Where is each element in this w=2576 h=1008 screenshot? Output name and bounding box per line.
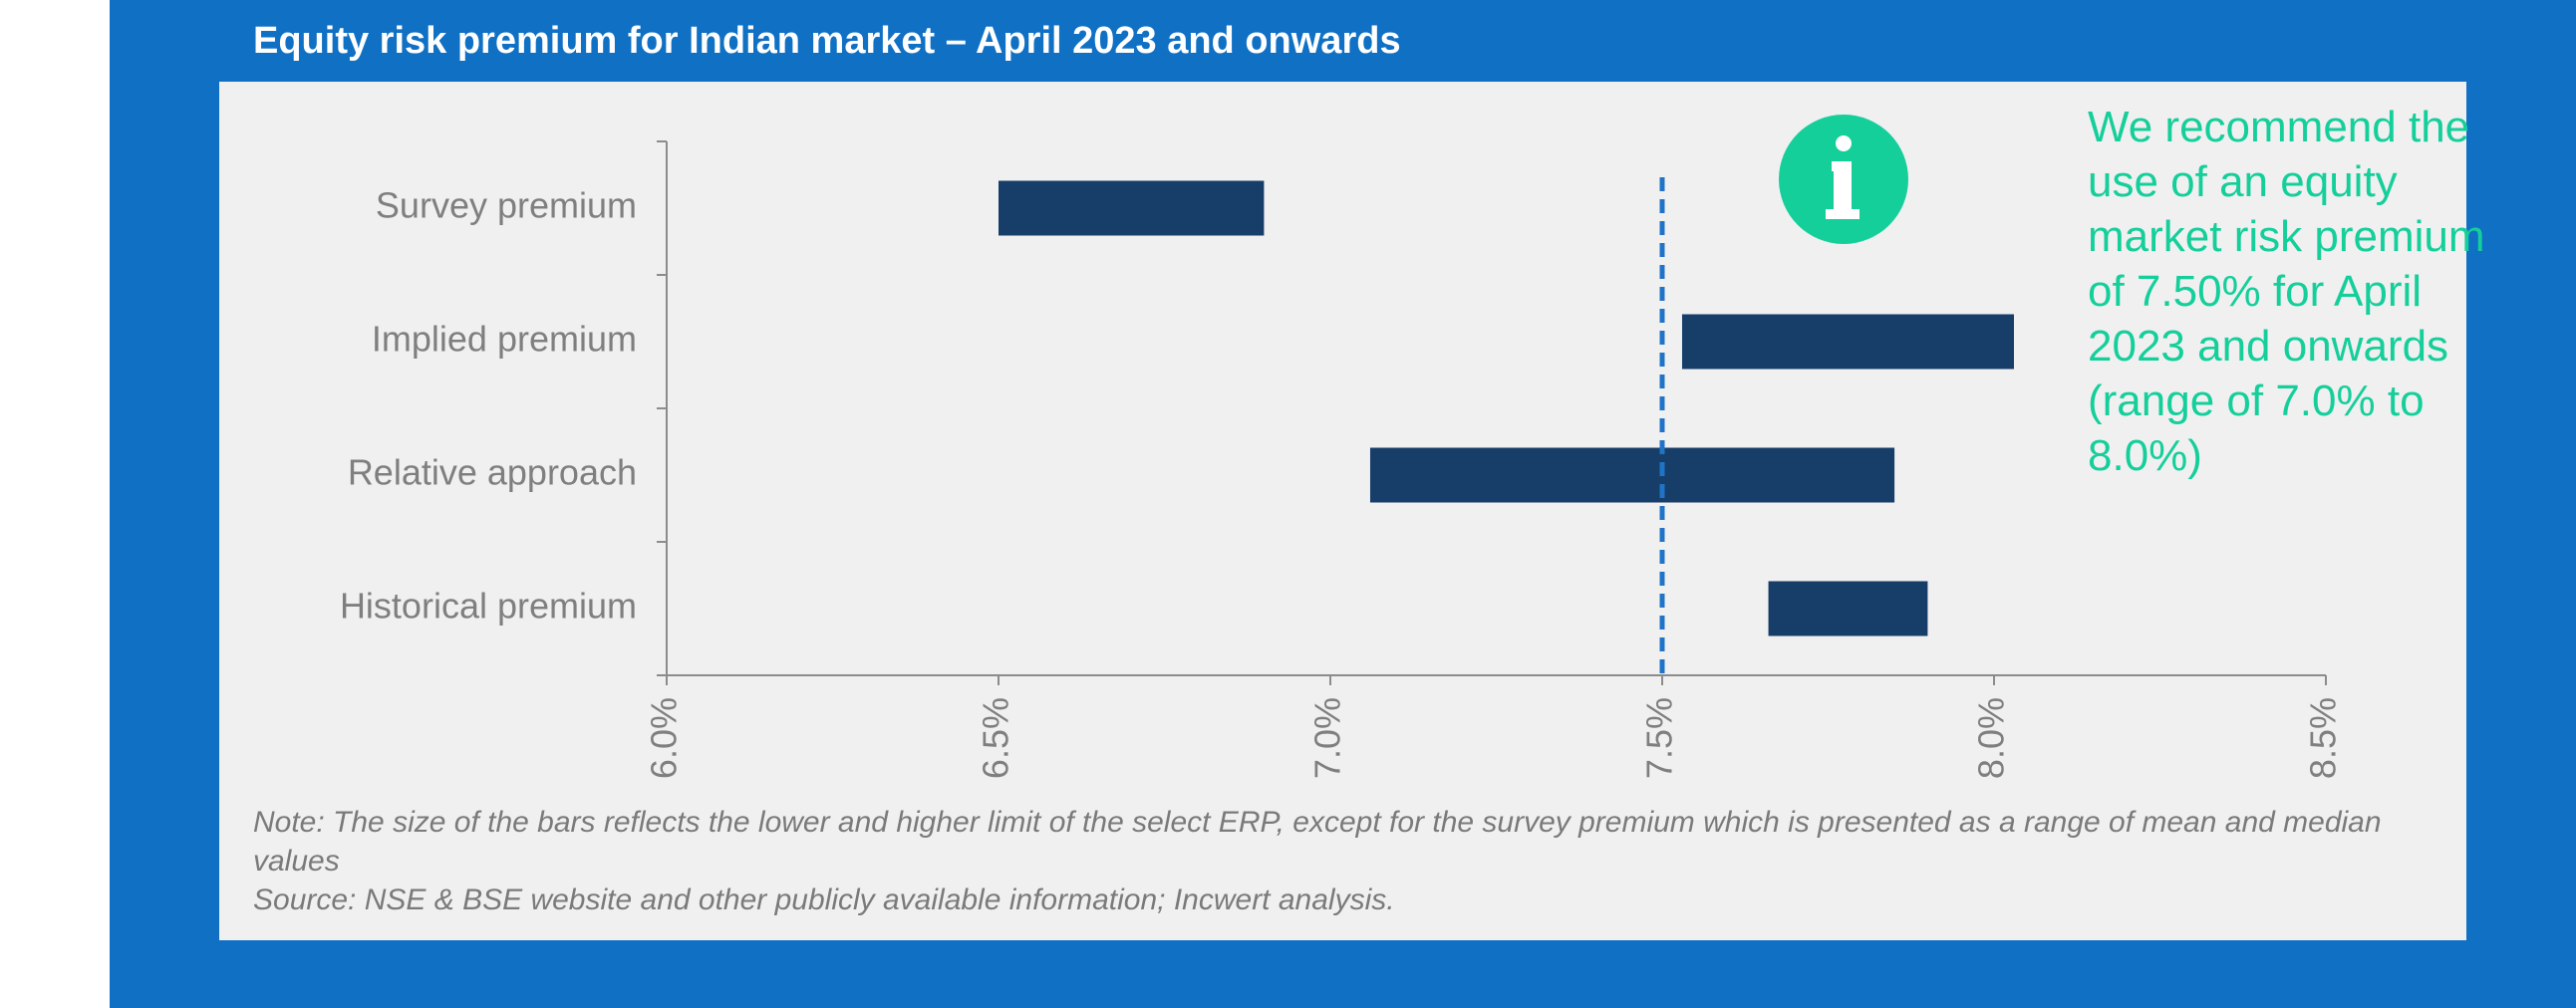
y-axis: Survey premium Implied premium Relative ap… bbox=[340, 140, 668, 676]
x-tick-label: 8.5% bbox=[2303, 697, 2344, 779]
chart-title: Equity risk premium for Indian market – … bbox=[253, 20, 1401, 62]
x-tick-label: 7.0% bbox=[1307, 697, 1348, 779]
note-text: Note: The size of the bars reflects the … bbox=[253, 806, 2382, 878]
range-bar bbox=[999, 180, 1265, 236]
x-tick-label: 8.0% bbox=[1971, 697, 2012, 779]
category-label: Historical premium bbox=[340, 586, 637, 627]
x-tick-label: 7.5% bbox=[1639, 697, 1680, 779]
x-tick-label: 6.0% bbox=[644, 697, 685, 779]
x-axis: 6.0% 6.5% 7.0% 7.5% 8.0% 8.5% bbox=[644, 674, 2344, 779]
x-tick-label: 6.5% bbox=[976, 697, 1016, 779]
range-bar bbox=[1369, 447, 1895, 503]
chart-panel: Survey premium Implied premium Relative ap… bbox=[219, 82, 2466, 940]
range-bars bbox=[999, 180, 2014, 636]
recommendation-text: We recommend the use of an equity market… bbox=[2088, 103, 2485, 480]
range-bar bbox=[1768, 581, 1928, 636]
erp-range-chart: Survey premium Implied premium Relative ap… bbox=[340, 115, 2344, 779]
category-label: Survey premium bbox=[376, 185, 637, 226]
category-label: Implied premium bbox=[372, 319, 637, 360]
category-label: Relative approach bbox=[348, 452, 637, 493]
source-text: Source: NSE & BSE website and other publ… bbox=[253, 883, 1395, 916]
footnote: Note: The size of the bars reflects the … bbox=[253, 803, 2445, 919]
info-icon bbox=[1779, 115, 1908, 244]
range-bar bbox=[1681, 314, 2014, 370]
